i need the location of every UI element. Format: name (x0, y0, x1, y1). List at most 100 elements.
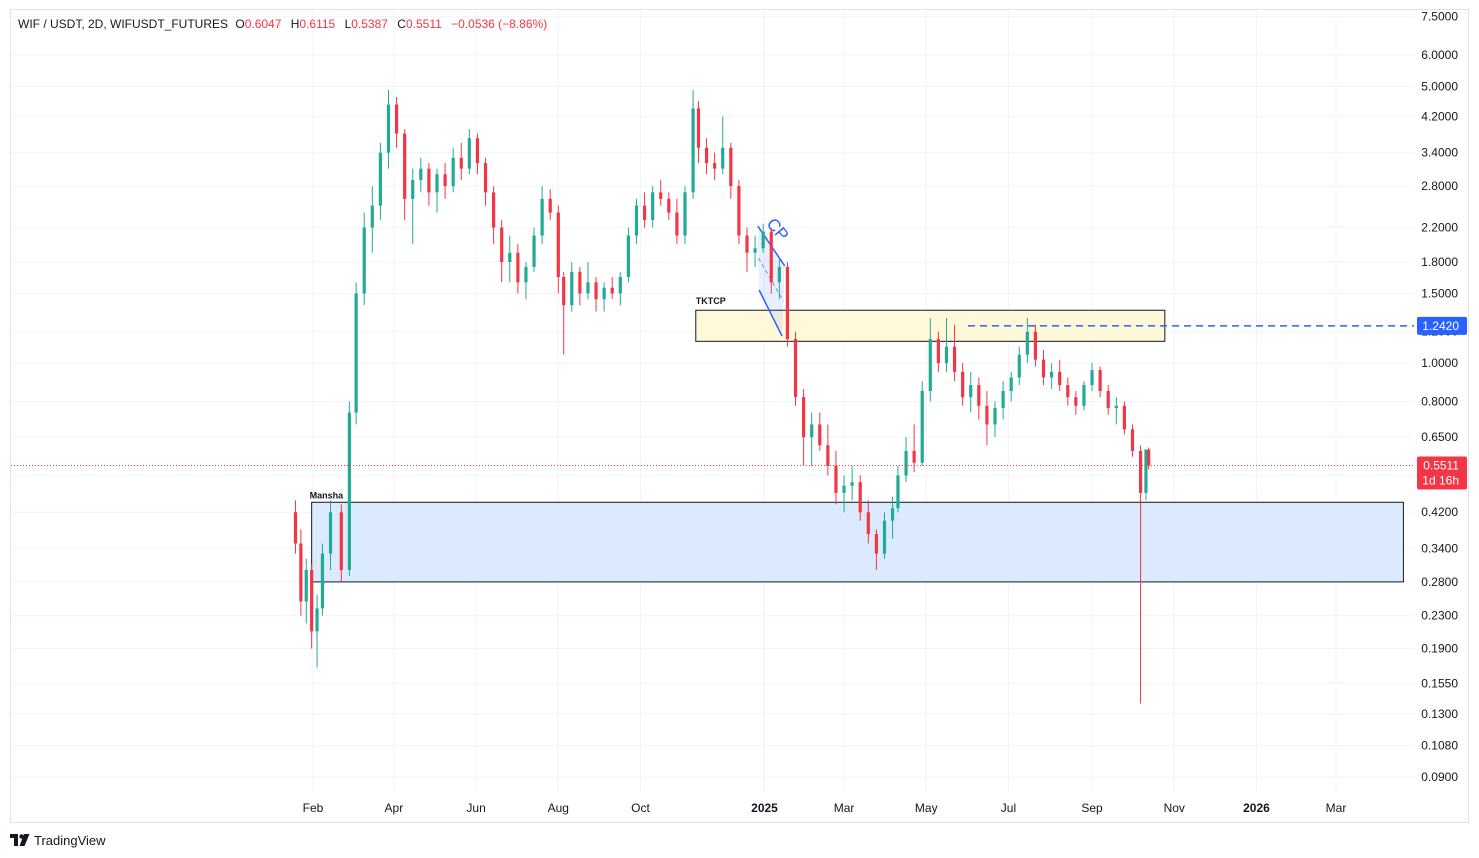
candle (500, 219, 504, 283)
candle (347, 401, 351, 576)
time-tick-label: Feb (303, 801, 324, 815)
candle-body (304, 570, 308, 602)
candle-body (659, 192, 663, 199)
candle (451, 147, 455, 193)
chart-frame (10, 9, 1469, 823)
candle (304, 558, 308, 624)
last-price-badge: 0.5511 1d 16h (1417, 456, 1467, 490)
candle (842, 475, 846, 513)
candle-body (1122, 405, 1126, 430)
candle (667, 192, 671, 220)
candle-body (508, 252, 512, 263)
time-axis[interactable]: Feb Apr Jun Aug Oct 2025 Mar May Jul Sep Nov 2026 Ma… (303, 801, 1347, 815)
price-tick-label: 2.2000 (1421, 221, 1458, 235)
demand-zone-rect[interactable] (311, 501, 1404, 583)
supply-zone-label: TKTCP (696, 296, 726, 306)
candle (713, 152, 717, 181)
candle (1009, 371, 1013, 402)
candle-body (1106, 391, 1110, 409)
candle-body (500, 227, 504, 263)
grid (11, 10, 1414, 793)
candle-body (570, 271, 574, 306)
candle-body (858, 482, 862, 513)
candle-body (339, 512, 343, 571)
candle-body (704, 147, 709, 164)
price-axis[interactable]: 7.5000 6.0000 5.0000 4.2000 3.4000 2.8000 2.20… (1421, 10, 1458, 784)
candle-body (556, 212, 560, 278)
candle (299, 529, 303, 616)
candle (1025, 317, 1029, 364)
candle (761, 223, 765, 253)
candle-body (328, 512, 333, 554)
candle-body (1033, 331, 1038, 360)
candle-body (952, 346, 957, 372)
candle (737, 180, 741, 244)
candle-body (411, 180, 415, 199)
candle-body (691, 108, 695, 193)
candle-body (459, 157, 463, 169)
candle-body (667, 198, 671, 213)
price-tick-label: 0.1300 (1421, 707, 1458, 721)
candle-body (912, 450, 916, 463)
price-tick-label: 0.2800 (1421, 575, 1458, 589)
tradingview-branding[interactable]: TradingView (10, 831, 106, 849)
candle-body (882, 520, 887, 554)
candle (310, 564, 314, 649)
candle-body (378, 152, 382, 206)
candle (618, 271, 622, 306)
candle-body (985, 405, 989, 425)
candle (1138, 445, 1143, 704)
candle (753, 235, 757, 267)
level-price-badge: 1.2420 (1417, 316, 1467, 335)
candle-body (896, 475, 900, 509)
candle-body (1074, 397, 1078, 406)
low-value: 0.5387 (351, 17, 388, 31)
candle-body (1130, 429, 1135, 451)
symbol-title[interactable]: WIF / USDT, 2D, WIFUSDT_FUTURES (18, 17, 228, 31)
channel-lower-line[interactable] (758, 289, 783, 337)
candle (834, 450, 838, 505)
candle-body (362, 227, 366, 294)
candle (1058, 359, 1062, 392)
candle (293, 500, 298, 554)
candle (858, 475, 862, 521)
candle (556, 205, 560, 294)
candle (912, 424, 916, 473)
candle-body (386, 104, 391, 153)
close-label: C (397, 17, 406, 31)
candle (793, 331, 798, 406)
candle (952, 324, 957, 382)
demand-zone-label: Mansha (310, 490, 345, 500)
candle-body (675, 212, 679, 236)
candle-body (320, 553, 325, 609)
candle-body (1138, 450, 1143, 493)
candle (594, 277, 598, 312)
time-tick-label: May (915, 801, 938, 815)
candle-body (793, 339, 798, 398)
bar-countdown-text: 1d 16h (1422, 474, 1459, 488)
candle (508, 235, 512, 283)
time-tick-label: Jun (466, 801, 485, 815)
candle-body (435, 174, 439, 193)
candle-body (578, 271, 582, 294)
price-tick-label: 0.8000 (1421, 394, 1458, 408)
candle (626, 227, 630, 283)
candle-body (1017, 354, 1021, 378)
candle (745, 227, 749, 272)
candle (475, 133, 480, 175)
candle-body (540, 198, 544, 236)
candle-body (1066, 385, 1070, 398)
candle (459, 142, 463, 181)
candle-body (642, 205, 647, 220)
candle-body (1114, 405, 1118, 409)
candle (492, 186, 496, 244)
candle (651, 186, 655, 228)
candle-body (475, 138, 480, 164)
candle (524, 262, 528, 300)
candle (1114, 397, 1118, 425)
candle-body (516, 252, 520, 283)
price-tick-label: 1.5000 (1421, 286, 1458, 300)
price-tick-label: 0.1550 (1421, 677, 1458, 691)
candle-body (651, 192, 655, 220)
